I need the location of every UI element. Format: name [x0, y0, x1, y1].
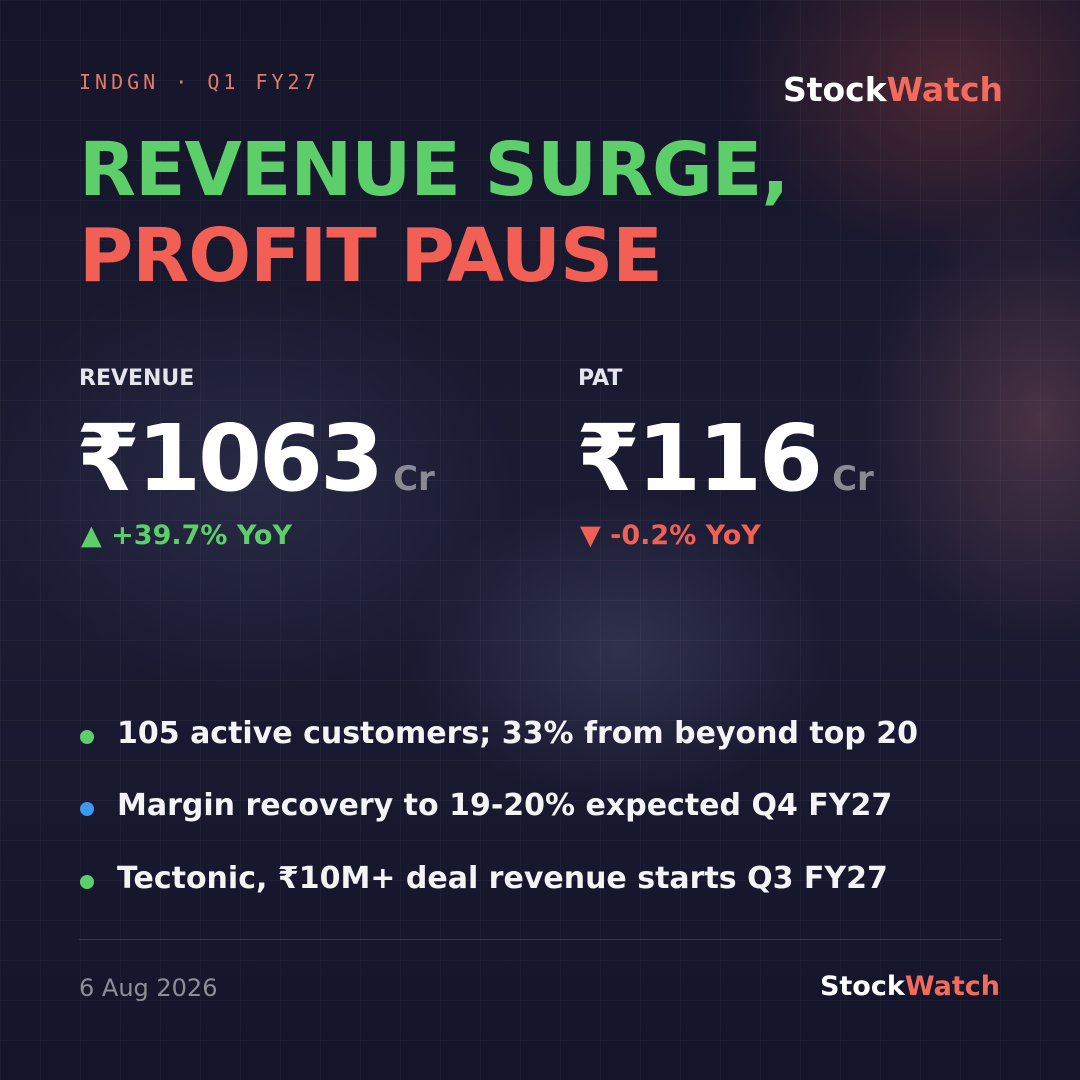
metric-label: PAT [578, 366, 623, 391]
title-line: PROFIT PAUSE [79, 213, 663, 299]
metric-value: ₹116 Cr [576, 405, 874, 512]
brand-second: Watch [904, 971, 1000, 1002]
title-line: REVENUE SURGE, [79, 127, 789, 213]
divider [79, 939, 1001, 940]
metric-value: ₹1063 Cr [76, 405, 435, 512]
footer-brand: StockWatch [820, 971, 1000, 1002]
brand-second: Watch [886, 70, 1003, 109]
metric-change: ▼ -0.2% YoY [580, 520, 761, 551]
metric-unit: Cr [832, 459, 874, 499]
metric-change: ▲ +39.7% YoY [81, 520, 293, 551]
bullet-dot [80, 802, 94, 816]
metric-number: ₹116 [576, 405, 823, 512]
footer-date: 6 Aug 2026 [79, 974, 218, 1002]
bullet-text: Margin recovery to 19-20% expected Q4 FY… [117, 788, 893, 823]
bullet-dot [80, 730, 94, 744]
bullet-text: 105 active customers; 33% from beyond to… [117, 716, 919, 751]
brand-logo: StockWatch [783, 70, 1003, 109]
metric-label: REVENUE [79, 366, 195, 391]
bullet-dot [80, 875, 94, 889]
bullet-text: Tectonic, ₹10M+ deal revenue starts Q3 F… [117, 861, 888, 896]
metric-number: ₹1063 [76, 405, 384, 512]
brand-first: Stock [782, 70, 887, 109]
ticker: INDGN · Q1 FY27 [79, 70, 320, 94]
metric-unit: Cr [393, 459, 435, 499]
brand-first: Stock [819, 971, 905, 1002]
